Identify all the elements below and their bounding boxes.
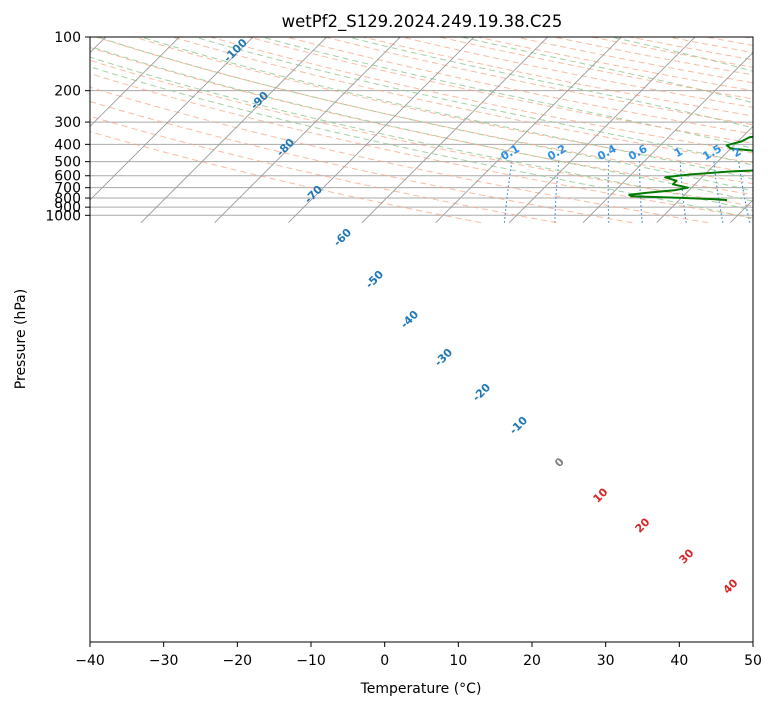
- x-axis: −40 −30 −20 −10 0 10 20 30 40 50: [75, 642, 762, 669]
- dry-adiabat-line: [322, 37, 753, 126]
- y-axis-label: Pressure (hPa): [13, 289, 29, 389]
- dry-adiabat-line: [90, 73, 753, 219]
- profile-series: [628, 135, 753, 202]
- y-tick-label: 600: [54, 169, 81, 185]
- x-tick-label: 50: [744, 653, 762, 669]
- isotherm-line: [435, 37, 622, 223]
- dry-adiabat-line: [90, 46, 753, 196]
- isotherm-line: [582, 52, 753, 223]
- moist-adiabat-line: [141, 37, 753, 180]
- y-tick-label: 100: [54, 30, 81, 46]
- mixing-ratio-line: [503, 161, 513, 223]
- mixing-ratio-line: [639, 161, 643, 223]
- x-axis-label: Temperature (°C): [360, 681, 482, 697]
- y-tick-label: 800: [54, 191, 81, 207]
- y-tick-label: 300: [54, 115, 81, 131]
- isotherm-line: [140, 37, 328, 223]
- dry-adiabat-line: [246, 37, 753, 144]
- plot-frame: [89, 36, 754, 643]
- dewpoint-profile-line: [628, 135, 753, 202]
- dry-adiabat-line: [94, 37, 753, 185]
- x-tick-label: 40: [670, 653, 688, 669]
- isotherm-line: [214, 37, 401, 223]
- moist-adiabat-line: [90, 66, 753, 220]
- x-tick-label: −30: [149, 653, 179, 669]
- x-tick-label: −20: [223, 653, 253, 669]
- x-tick-label: 10: [449, 653, 467, 669]
- y-tick-label: 700: [54, 181, 81, 197]
- y-tick-label: 900: [54, 200, 81, 216]
- y-tick-label: 500: [54, 155, 81, 171]
- y-tick-label: 1000: [45, 208, 81, 224]
- mixing-ratio-line: [554, 161, 560, 223]
- mixing-ratio-line: [738, 161, 751, 223]
- mixing-ratio-line: [713, 161, 724, 223]
- dry-adiabat-line: [90, 86, 709, 224]
- y-tick-label: 200: [54, 84, 81, 100]
- isotherm-line: [90, 37, 180, 127]
- isotherm-line: [90, 37, 254, 201]
- dry-adiabat-lines: [90, 37, 753, 224]
- x-tick-label: 30: [597, 653, 615, 669]
- moist-adiabat-line: [90, 45, 753, 202]
- dry-adiabat-line: [90, 115, 557, 224]
- dry-adiabat-line: [208, 37, 753, 154]
- x-tick-label: −10: [296, 653, 326, 669]
- x-tick-label: −40: [75, 653, 105, 669]
- dry-adiabat-line: [90, 100, 633, 224]
- isotherm-line: [288, 37, 475, 223]
- moist-adiabat-line: [90, 56, 753, 211]
- isotherm-line: [509, 37, 696, 223]
- y-tick-label: 400: [54, 137, 81, 153]
- dry-adiabat-line: [170, 37, 753, 164]
- dry-adiabat-line: [132, 37, 753, 174]
- x-tick-label: 0: [380, 653, 389, 669]
- isotherm-gridlines: [90, 37, 753, 223]
- isotherm-line: [656, 125, 753, 223]
- isotherm-line: [361, 37, 549, 223]
- chart-title: wetPf2_S129.2024.249.19.38.C25: [282, 12, 563, 32]
- x-tick-label: 20: [523, 653, 541, 669]
